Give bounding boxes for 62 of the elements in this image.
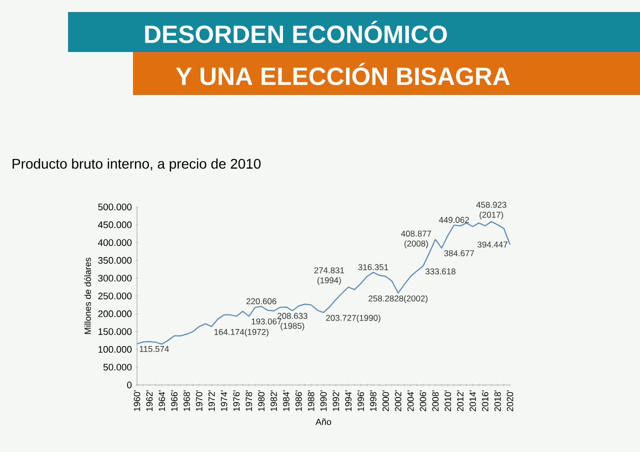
y-tick-label: 500.000 (98, 204, 132, 210)
x-tick-label: 2020' (506, 390, 514, 412)
x-tick-label: 1974' (220, 390, 228, 411)
x-tick-label: 1966' (171, 390, 178, 411)
line-series (136, 221, 511, 345)
annotation: 203.727(1990) (326, 314, 380, 323)
y-tick-label: 450.000 (98, 221, 132, 228)
annotation: 458.923 (2017) (476, 202, 506, 220)
x-tick-label: 2016' (482, 390, 488, 412)
x-axis-title: Año (316, 418, 332, 426)
chart-subtitle: Y UNA ELECCIÓN BISAGRA (176, 62, 510, 86)
x-tick-label: 1968' (184, 390, 190, 411)
x-tick-label: 1986' (295, 390, 302, 411)
annotation: 274.831 (1994) (314, 267, 344, 285)
annotation: 258.2828(2002) (368, 295, 428, 304)
x-tick-label: 2000' (382, 390, 389, 412)
x-tick-label: 1998' (370, 390, 376, 411)
annotation: 408.877 (2008) (401, 230, 432, 248)
x-tick-label: 2004' (407, 390, 414, 412)
x-tick-label: 1980' (258, 390, 265, 411)
annotation: 316.351 (358, 264, 388, 270)
x-tick-label: 2006' (420, 390, 426, 412)
x-tick-label: 2012' (457, 390, 464, 412)
x-tick-label: 1978' (246, 390, 252, 411)
x-tick-label: 1988' (308, 390, 314, 411)
y-tick-label: 200.000 (98, 310, 132, 318)
x-tick-label: 1990' (320, 390, 327, 411)
x-tick-label: 2018' (494, 390, 501, 412)
x-tick-label: 2014' (470, 390, 476, 412)
x-tick-label: 2010' (444, 390, 452, 412)
x-tick-label: 1972' (208, 390, 215, 411)
y-tick-label: 150.000 (98, 328, 132, 335)
annotation: 333.618 (426, 268, 456, 274)
annotation: 384.677 (444, 250, 474, 256)
x-tick-label: 1984' (283, 390, 290, 411)
y-tick-label: 0 (127, 382, 132, 388)
annotation: 193.067 (252, 318, 282, 324)
text: Producto bruto interno, a precio de 2010 (12, 158, 261, 172)
chart-title: DESORDEN ECONÓMICO (145, 20, 447, 44)
annotation: 220.606 (246, 298, 276, 304)
y-axis-title: Millones de dólares (84, 258, 91, 334)
x-tick-label: 1996' (358, 390, 364, 411)
y-tick-label: 250.000 (98, 292, 132, 300)
x-tick-label: 1982' (270, 390, 277, 411)
annotation: 164.174(1972) (214, 328, 268, 337)
y-tick-label: 300.000 (98, 274, 132, 282)
x-tick-label: 1964' (158, 390, 166, 411)
x-tick-label: 1976' (233, 390, 240, 411)
x-tick-label: 1960' (134, 390, 140, 411)
annotation: 115.574 (140, 346, 169, 352)
x-tick-label: 1992' (332, 390, 340, 411)
x-tick-label: 2002' (394, 390, 402, 412)
x-tick-label: 2008' (432, 390, 439, 412)
x-tick-label: 1994' (345, 390, 352, 411)
x-tick-label: 1970' (196, 390, 202, 411)
y-tick-label: 100.000 (98, 346, 132, 353)
y-tick-label: 350.000 (98, 257, 132, 264)
annotation: 449.062 (438, 216, 469, 223)
y-tick-label: 50.000 (103, 364, 132, 371)
x-tick-label: 1962' (146, 390, 153, 411)
y-tick-label: 400.000 (98, 239, 132, 246)
annotation: 394.447 (478, 242, 508, 248)
